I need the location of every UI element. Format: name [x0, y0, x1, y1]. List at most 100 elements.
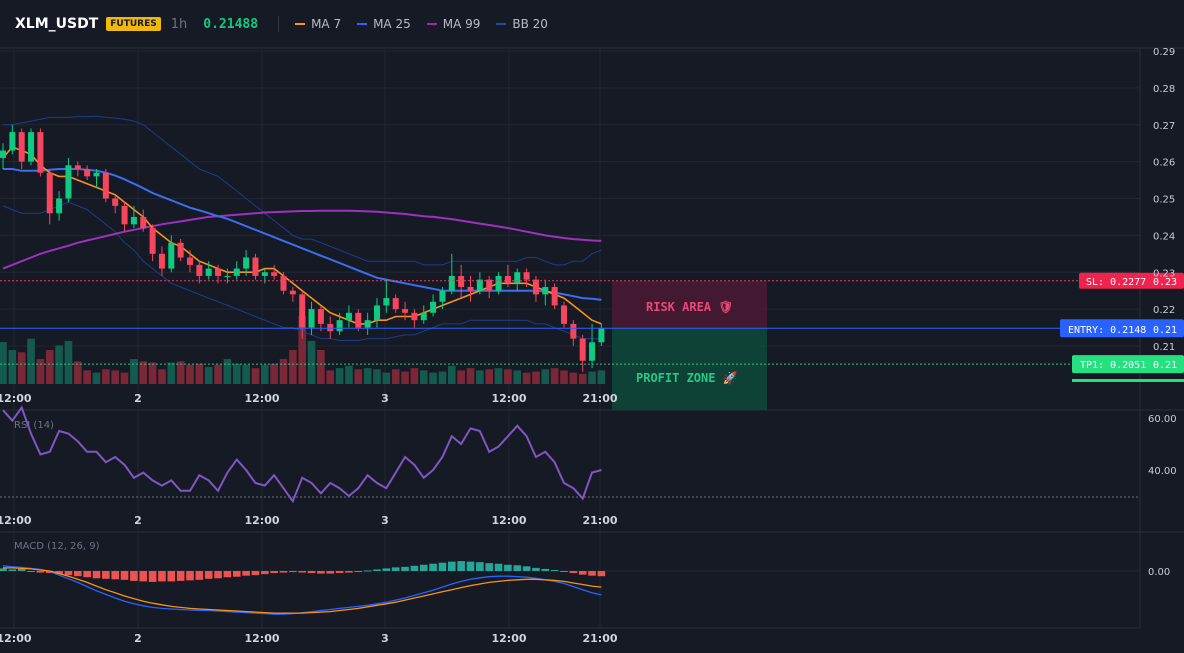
candle[interactable] — [495, 272, 502, 295]
volume-bar — [560, 370, 568, 384]
candle[interactable] — [364, 312, 371, 335]
candle[interactable] — [561, 301, 567, 328]
legend-bb20[interactable]: BB 20 — [496, 17, 548, 31]
candle[interactable] — [140, 209, 147, 232]
candle[interactable] — [430, 294, 437, 317]
legend-ma7[interactable]: MA 7 — [295, 17, 341, 31]
candle[interactable] — [411, 309, 418, 328]
candle[interactable] — [476, 272, 483, 295]
candle[interactable] — [448, 253, 455, 295]
candle[interactable] — [196, 261, 203, 284]
candlesticks[interactable] — [0, 124, 605, 372]
candle[interactable] — [299, 290, 306, 339]
time-tick-label: 3 — [381, 514, 389, 527]
candle[interactable] — [420, 305, 427, 324]
candle[interactable] — [439, 287, 446, 310]
candle-body — [458, 275, 465, 287]
candle[interactable] — [383, 279, 390, 313]
candle[interactable] — [252, 253, 259, 280]
candle-body — [467, 287, 474, 291]
candle[interactable] — [336, 312, 343, 335]
legend-ma25[interactable]: MA 25 — [357, 17, 411, 31]
candle[interactable] — [589, 323, 596, 369]
candle[interactable] — [74, 161, 81, 177]
candle[interactable] — [168, 235, 175, 273]
candle[interactable] — [504, 264, 511, 287]
candle[interactable] — [28, 128, 35, 166]
candle-body — [486, 279, 493, 291]
candle[interactable] — [9, 124, 16, 155]
sl-tag — [1079, 272, 1184, 289]
candle-body — [187, 257, 193, 265]
candle[interactable] — [280, 272, 287, 295]
candle[interactable] — [570, 320, 577, 346]
volume-bar — [363, 368, 372, 384]
candle[interactable] — [551, 283, 558, 310]
candle-body — [327, 323, 334, 332]
candle[interactable] — [37, 128, 44, 177]
macd-histogram-bar — [83, 571, 91, 578]
time-axis[interactable]: 12:00 2 12:00 3 12:00 21:00 12:00 2 12:00 3 12:00 2… — [0, 392, 618, 645]
volume-bar — [102, 369, 110, 384]
candle[interactable] — [121, 202, 128, 232]
candle[interactable] — [327, 316, 334, 339]
candle[interactable] — [271, 264, 278, 280]
candle[interactable] — [308, 301, 315, 335]
ma25-line — [3, 168, 602, 301]
candle[interactable] — [46, 169, 53, 225]
candle[interactable] — [579, 334, 586, 372]
candle[interactable] — [177, 239, 184, 262]
candle[interactable] — [93, 169, 100, 188]
last-price: 0.21488 — [203, 16, 259, 32]
candle[interactable] — [243, 250, 250, 276]
candle[interactable] — [130, 205, 137, 228]
candle[interactable] — [84, 165, 91, 181]
macd-histogram-bar — [373, 569, 381, 571]
candle[interactable] — [215, 264, 222, 284]
candle[interactable] — [112, 194, 119, 214]
volume-bar — [578, 373, 587, 384]
volume-bar — [298, 316, 306, 384]
candle[interactable] — [392, 294, 399, 313]
candle[interactable] — [233, 261, 240, 280]
price-axis[interactable]: 0.29 0.28 0.27 0.26 0.25 0.24 0.22 0.21 0.23 — [1153, 47, 1175, 353]
candle[interactable] — [514, 268, 521, 291]
candle[interactable] — [0, 143, 6, 169]
candle[interactable] — [467, 275, 474, 302]
candle[interactable] — [289, 287, 296, 302]
candle[interactable] — [598, 323, 605, 346]
candle-body — [561, 305, 567, 324]
macd-histogram-bar — [560, 571, 568, 572]
candle-body — [233, 268, 240, 276]
candle[interactable] — [65, 157, 72, 203]
candle[interactable] — [149, 224, 156, 262]
candle[interactable] — [224, 268, 231, 284]
candle[interactable] — [317, 305, 324, 332]
legend-ma99[interactable]: MA 99 — [426, 17, 480, 31]
candle[interactable] — [458, 264, 465, 299]
candle[interactable] — [187, 250, 193, 273]
macd-histogram-bar — [335, 571, 344, 574]
candle[interactable] — [374, 298, 380, 328]
macd-histogram-bar — [382, 568, 391, 571]
candle[interactable] — [486, 275, 493, 299]
candle[interactable] — [355, 309, 362, 332]
candle[interactable] — [102, 169, 109, 203]
time-tick-label: 12:00 — [491, 632, 526, 645]
candle-body — [112, 198, 119, 206]
price-tick-label: 0.26 — [1153, 158, 1175, 169]
candle[interactable] — [18, 128, 25, 169]
sl-axis-value: 0.23 — [1153, 277, 1177, 288]
macd-title: MACD (12, 26, 9) — [14, 541, 100, 552]
candle[interactable] — [56, 191, 63, 221]
symbol-name[interactable]: XLM_USDT — [15, 16, 99, 32]
candle[interactable] — [345, 305, 352, 328]
candle[interactable] — [205, 261, 212, 280]
candle[interactable] — [402, 301, 409, 321]
candle[interactable] — [523, 268, 530, 287]
candle[interactable] — [542, 279, 549, 306]
candle[interactable] — [532, 275, 539, 302]
timeframe-selector[interactable]: 1h — [170, 16, 188, 32]
candle[interactable] — [158, 246, 165, 276]
